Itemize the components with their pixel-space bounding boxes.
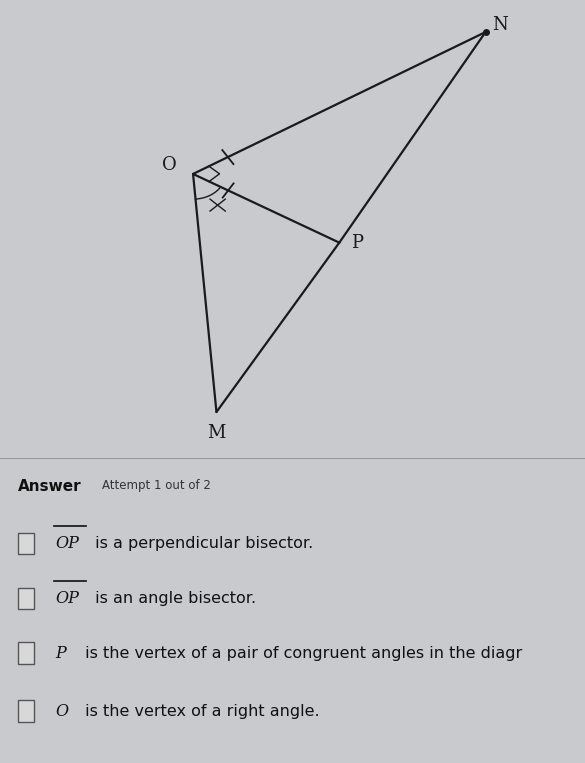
Text: Answer: Answer xyxy=(18,479,81,494)
Text: is the vertex of a right angle.: is the vertex of a right angle. xyxy=(80,703,320,719)
Text: OP: OP xyxy=(56,590,80,607)
Text: is a perpendicular bisector.: is a perpendicular bisector. xyxy=(90,536,313,551)
Text: is the vertex of a pair of congruent angles in the diagr: is the vertex of a pair of congruent ang… xyxy=(80,645,522,661)
Text: P: P xyxy=(56,645,66,662)
FancyBboxPatch shape xyxy=(18,642,34,664)
Text: O: O xyxy=(162,156,177,174)
FancyBboxPatch shape xyxy=(18,533,34,554)
Text: M: M xyxy=(207,423,226,442)
Text: N: N xyxy=(493,16,508,34)
Text: P: P xyxy=(351,233,363,252)
Text: Attempt 1 out of 2: Attempt 1 out of 2 xyxy=(102,479,211,492)
FancyBboxPatch shape xyxy=(18,588,34,609)
Text: is an angle bisector.: is an angle bisector. xyxy=(90,591,256,606)
Text: OP: OP xyxy=(56,535,80,552)
FancyBboxPatch shape xyxy=(18,700,34,722)
Text: O: O xyxy=(56,703,68,720)
